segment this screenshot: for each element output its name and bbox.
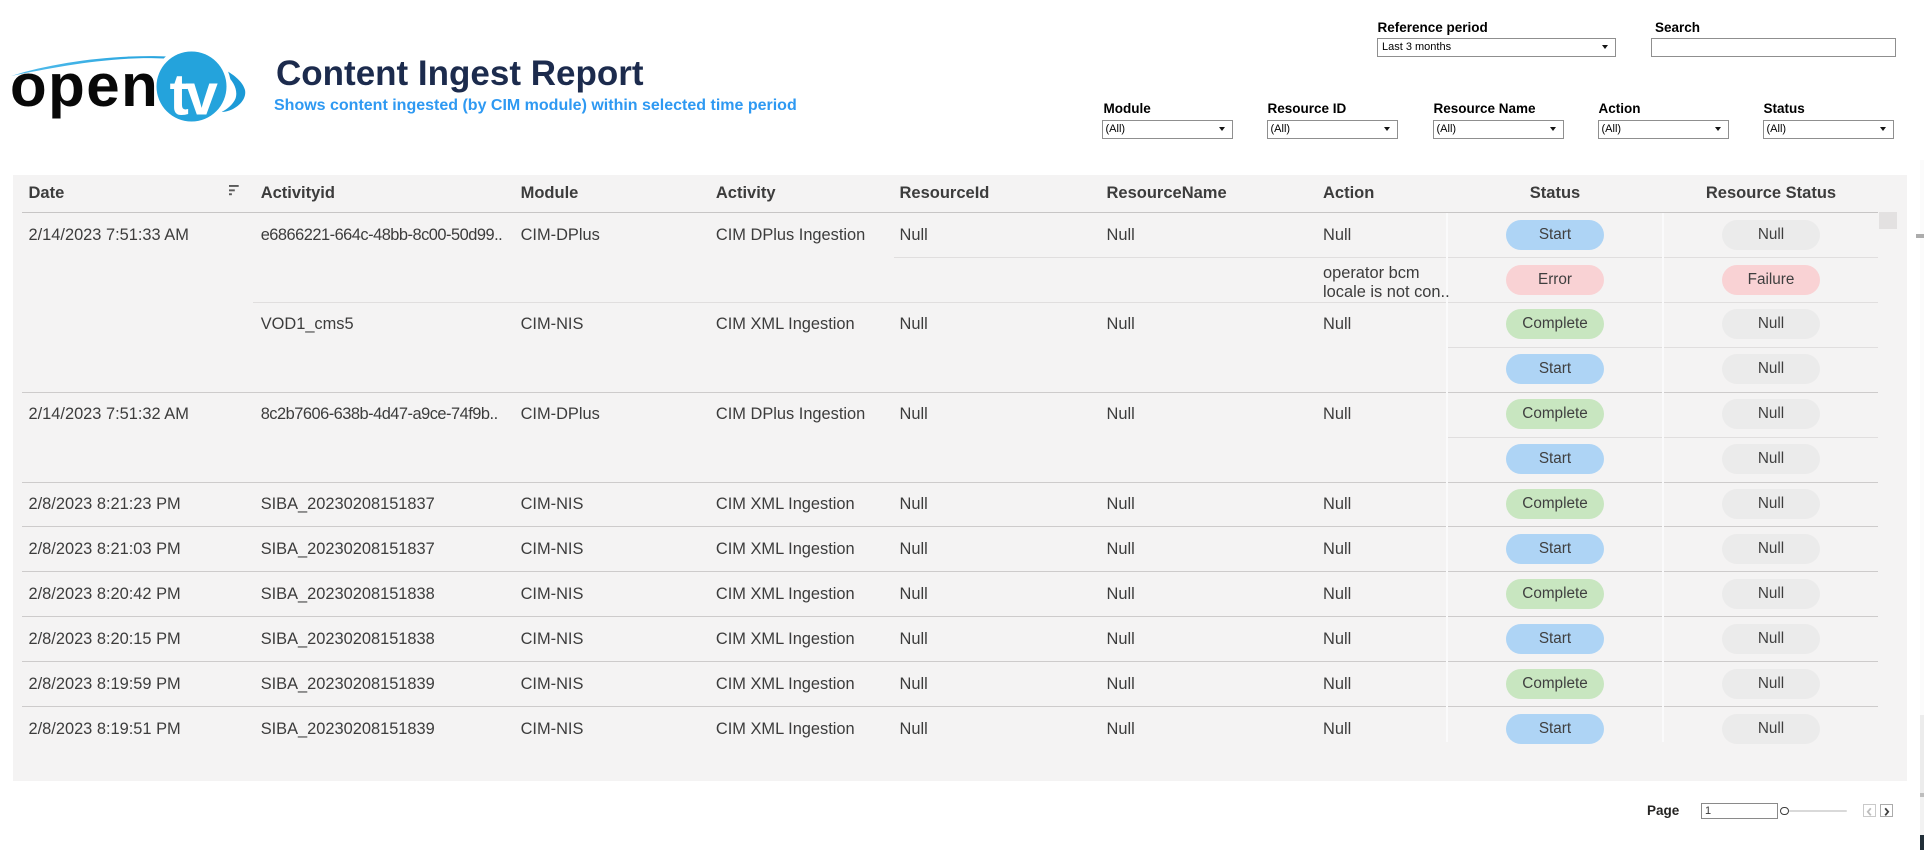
svg-text:open: open <box>10 52 159 119</box>
svg-text:tv: tv <box>170 63 218 128</box>
